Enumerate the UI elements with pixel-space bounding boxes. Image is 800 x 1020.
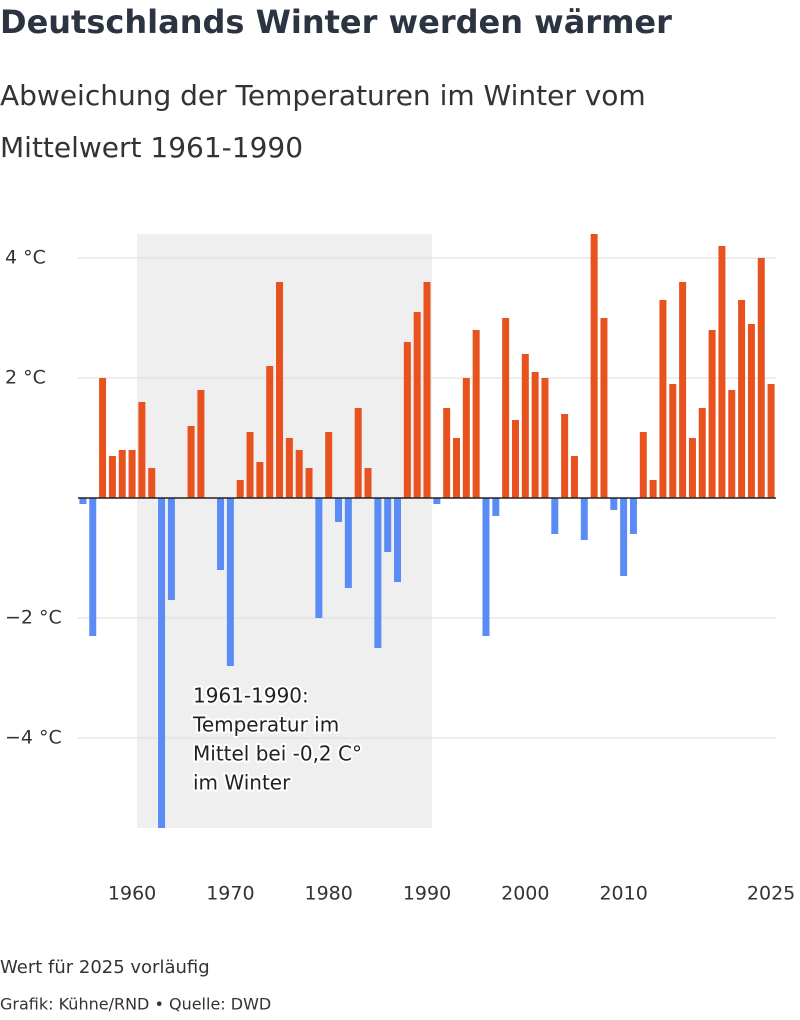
annotation: Mittel bei -0,2 C° <box>193 742 362 766</box>
bar <box>217 498 225 570</box>
bar <box>728 390 736 498</box>
bar <box>89 498 97 636</box>
bar <box>285 438 293 498</box>
bar <box>600 318 608 498</box>
bar <box>570 456 578 498</box>
bar <box>384 498 392 552</box>
x-tick-label: 2010 <box>599 883 647 905</box>
bar <box>394 498 402 582</box>
x-tick-label: 1960 <box>108 883 156 905</box>
bar <box>118 450 126 498</box>
bar <box>158 498 166 828</box>
bar <box>757 258 765 498</box>
y-tick-label: −4 °C <box>5 727 62 749</box>
bar <box>187 426 195 498</box>
bar <box>462 378 470 498</box>
bar <box>551 498 559 534</box>
bar <box>197 390 205 498</box>
bar <box>423 282 431 498</box>
bar <box>767 384 775 498</box>
y-tick-label: 2 °C <box>5 367 46 389</box>
bar <box>335 498 343 522</box>
bar <box>472 330 480 498</box>
bar <box>669 384 677 498</box>
bar <box>531 372 539 498</box>
x-tick-label: 2000 <box>501 883 549 905</box>
subtitle: Abweichung der Temperaturen im Winter vo… <box>0 79 646 112</box>
bar <box>246 432 254 498</box>
bar <box>620 498 628 576</box>
bar <box>138 402 146 498</box>
x-tick-label: 1990 <box>403 883 451 905</box>
bar <box>502 318 510 498</box>
bar <box>541 378 549 498</box>
highlight-period <box>136 234 432 828</box>
bar <box>452 438 460 498</box>
annotation: Temperatur im <box>192 713 339 737</box>
y-tick-label: −2 °C <box>5 607 62 629</box>
bar <box>649 480 657 498</box>
bar <box>364 468 372 498</box>
bar <box>590 234 598 498</box>
bar <box>344 498 352 588</box>
bar <box>443 408 451 498</box>
bar <box>629 498 637 534</box>
bar <box>403 342 411 498</box>
bar <box>354 408 362 498</box>
bar <box>305 468 313 498</box>
bar <box>492 498 500 516</box>
plot: 4 °C 2 °C −2 °C −4 °C 1960 1970 1980 1990 2000 20… <box>5 234 795 905</box>
bar <box>561 414 569 498</box>
bar <box>256 462 264 498</box>
bar <box>521 354 529 498</box>
bar <box>610 498 618 510</box>
bar <box>433 498 441 504</box>
subtitle: Mittelwert 1961-1990 <box>0 131 303 164</box>
bar <box>659 300 667 498</box>
bar <box>580 498 588 540</box>
bar <box>708 330 716 498</box>
bar <box>99 378 107 498</box>
note: Wert für 2025 vorläufig <box>0 957 210 978</box>
bar <box>738 300 746 498</box>
bar <box>698 408 706 498</box>
bar <box>167 498 175 600</box>
bar <box>482 498 490 636</box>
bar <box>295 450 303 498</box>
bar <box>413 312 421 498</box>
source: Grafik: Kühne/RND • Quelle: DWD <box>0 995 271 1014</box>
bar <box>266 366 274 498</box>
bar <box>108 456 116 498</box>
x-tick-label: 1970 <box>206 883 254 905</box>
bar <box>236 480 244 498</box>
annotation: im Winter <box>193 771 291 795</box>
x-tick-label: 1980 <box>305 883 353 905</box>
bar <box>128 450 136 498</box>
bar <box>679 282 687 498</box>
annotation: 1961-1990: <box>193 684 309 708</box>
bar <box>148 468 156 498</box>
bar <box>688 438 696 498</box>
bar <box>374 498 382 648</box>
bar <box>747 324 755 498</box>
bar <box>718 246 726 498</box>
bar <box>79 498 87 504</box>
chart-title: Deutschlands Winter werden wärmer <box>0 3 672 41</box>
bar <box>276 282 284 498</box>
x-tick-label: 2025 <box>747 883 795 905</box>
bar <box>639 432 647 498</box>
bar <box>226 498 234 666</box>
bar <box>325 432 333 498</box>
bar <box>315 498 323 618</box>
bar <box>511 420 519 498</box>
y-tick-label: 4 °C <box>5 247 46 269</box>
